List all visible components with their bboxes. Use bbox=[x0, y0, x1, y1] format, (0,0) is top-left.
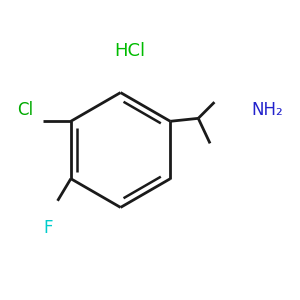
Text: Cl: Cl bbox=[18, 101, 34, 119]
Text: F: F bbox=[44, 219, 53, 237]
Text: HCl: HCl bbox=[114, 42, 145, 60]
Text: NH₂: NH₂ bbox=[252, 101, 283, 119]
